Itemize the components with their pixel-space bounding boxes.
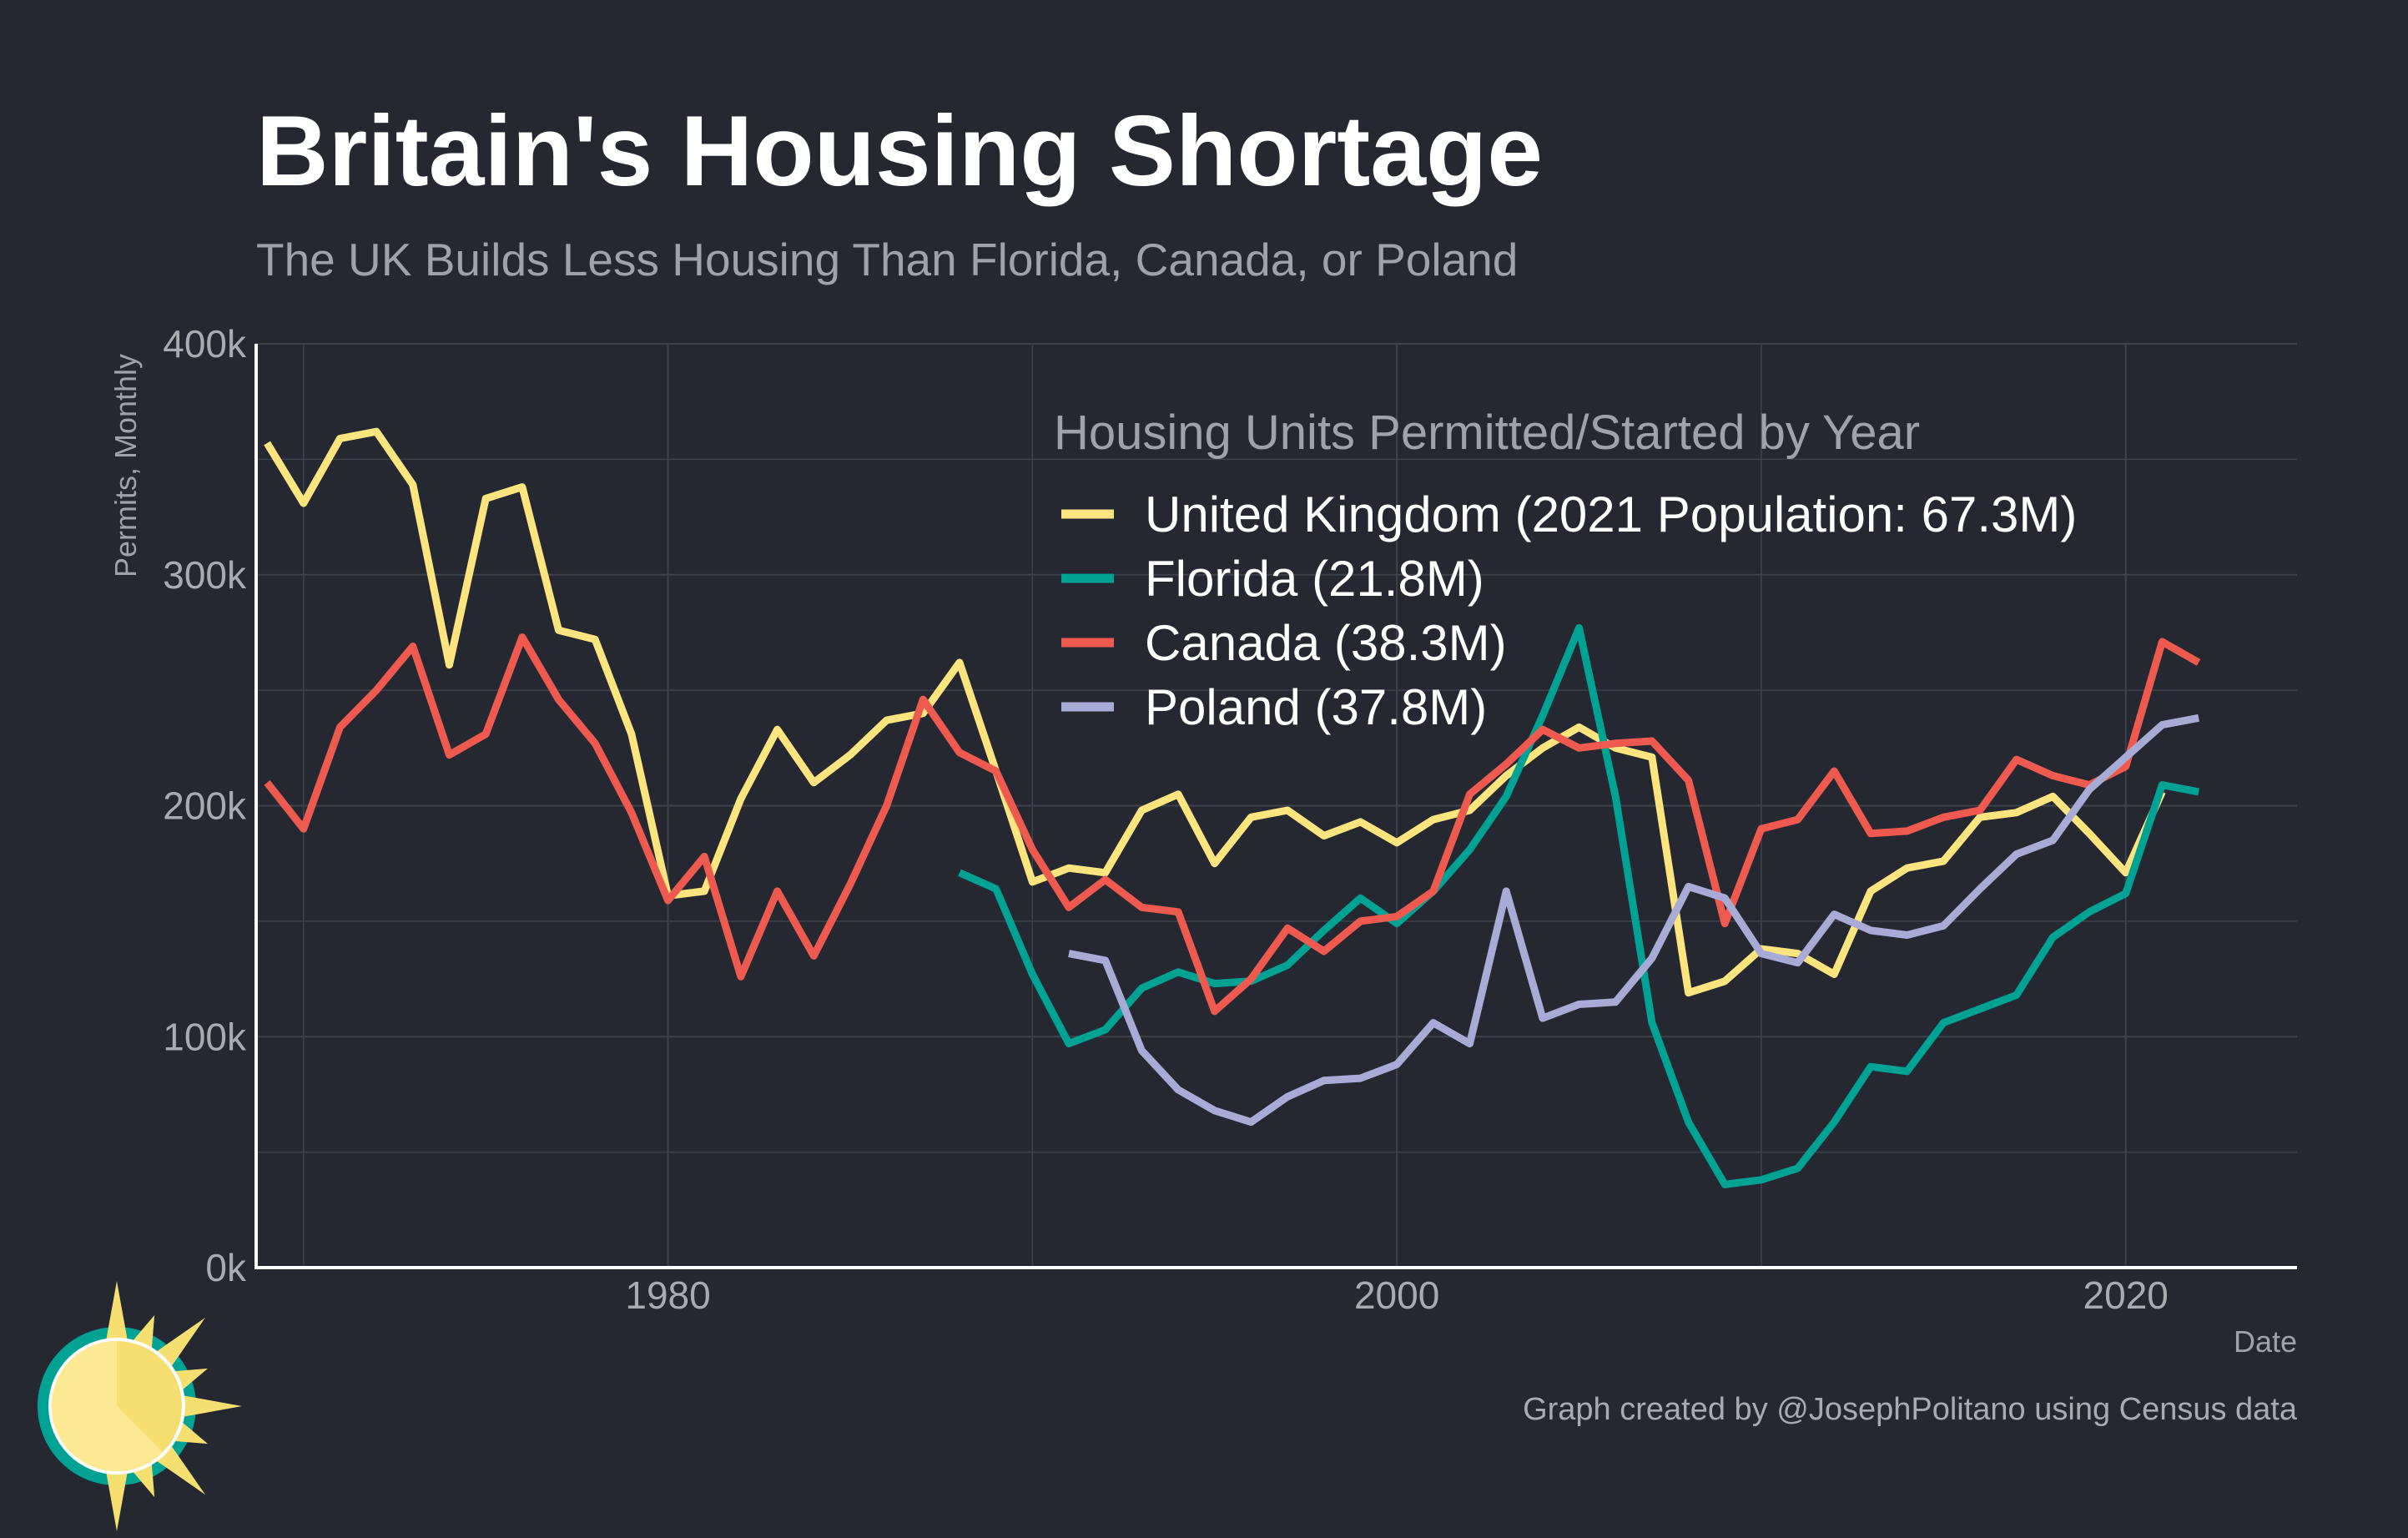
- y-tick-label: 100k: [163, 1015, 247, 1058]
- y-axis-title: Permits, Monthly: [108, 354, 143, 577]
- legend-title: Housing Units Permitted/Started by Year: [1054, 406, 1920, 460]
- grid: [256, 343, 2297, 1268]
- legend: Housing Units Permitted/Started by Year …: [1054, 406, 2077, 735]
- logo-highlight: [51, 1340, 163, 1471]
- chart-subtitle: The UK Builds Less Housing Than Florida,…: [256, 234, 1518, 285]
- series-lines: [264, 427, 2201, 1188]
- series-line-4: [1068, 714, 2199, 1127]
- series-line-1: [264, 427, 2166, 997]
- sun-ray: [105, 1281, 128, 1343]
- x-tick-label: 2020: [2083, 1273, 2169, 1317]
- y-tick-label: 300k: [163, 553, 247, 597]
- x-axis-title: Date: [2234, 1324, 2297, 1359]
- tick-labels: 0k 100k 200k 300k 400k 1980 2000 2020: [163, 322, 2169, 1317]
- y-tick-label: 200k: [163, 784, 247, 828]
- sun-ray: [154, 1317, 206, 1369]
- source-caption: Graph created by @JosephPolitano using C…: [1523, 1392, 2298, 1427]
- y-tick-label: 0k: [205, 1246, 247, 1289]
- sun-ray: [105, 1470, 128, 1531]
- series-line-2: [958, 623, 2199, 1188]
- legend-label: Poland (37.8M): [1145, 679, 1487, 735]
- x-tick-label: 2000: [1354, 1273, 1439, 1317]
- chart-title: Britain's Housing Shortage: [256, 95, 1543, 207]
- x-tick-label: 1980: [625, 1273, 710, 1317]
- series-line-3: [264, 633, 2201, 1016]
- legend-label: Canada (38.3M): [1145, 615, 1507, 671]
- y-tick-label: 400k: [163, 322, 247, 366]
- sun-ray: [180, 1394, 242, 1418]
- legend-label: Florida (21.8M): [1145, 551, 1484, 607]
- sun-logo-icon: [38, 1281, 242, 1531]
- legend-label: United Kingdom (2021 Population: 67.3M): [1145, 487, 2077, 542]
- sun-ray: [154, 1444, 206, 1495]
- axes: [254, 344, 2297, 1269]
